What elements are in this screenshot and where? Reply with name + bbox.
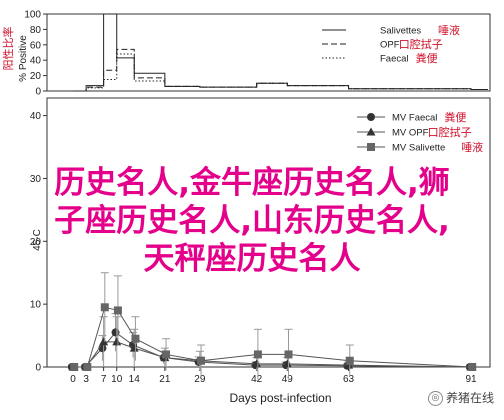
bottom-y-tick-label-4: 40 xyxy=(30,111,42,122)
mv-salivette-point-1 xyxy=(83,363,92,371)
mv-salivette-point-3 xyxy=(113,306,122,315)
x-tick-label-2: 7 xyxy=(101,374,107,385)
x-tick-label-5: 21 xyxy=(159,374,171,385)
bottom-legend-label-0: MV Faecal xyxy=(392,113,437,124)
top-panel-frame xyxy=(46,13,491,92)
bottom-legend-annotation-0: 粪便 xyxy=(444,110,466,124)
watermark-text: 养猪在线 xyxy=(445,391,494,405)
bottom-legend-annotation-1: 口腔拭子 xyxy=(428,125,472,139)
bottom-panel-frame xyxy=(46,97,491,368)
bottom-legend-label-1: MV OPF xyxy=(392,128,429,139)
mv-opf-point-3 xyxy=(112,337,122,346)
x-tick-label-3: 10 xyxy=(111,374,123,385)
mv-salivette-point-0 xyxy=(70,363,79,371)
top-y-axis-label: % Positive xyxy=(18,35,29,82)
top-y-axis-annotation: 阳性比率 xyxy=(1,27,15,71)
x-tick-label-7: 42 xyxy=(251,374,263,385)
mv-salivette-point-7 xyxy=(253,350,262,359)
overlay-text-line-2: 子座历史名人,山东历史名人, xyxy=(54,203,450,239)
overlay-text-line-3: 天秤座历史名人 xyxy=(143,241,361,277)
top-y-tick-label-3: 60 xyxy=(30,40,42,51)
top-legend-annotation-1: 口腔拭子 xyxy=(399,37,443,51)
bottom-y-tick-label-2: 20 xyxy=(30,237,42,248)
x-tick-label-10: 91 xyxy=(465,374,477,385)
mv-opf-point-4 xyxy=(129,343,139,352)
top-series-line-opf xyxy=(73,48,488,92)
top-y-tick-label-2: 40 xyxy=(30,56,42,67)
bottom-y-tick-label-0: 0 xyxy=(35,363,41,374)
mv-salivette-point-10 xyxy=(468,363,477,371)
x-tick-label-1: 3 xyxy=(83,374,89,385)
top-y-tick-label-5: 100 xyxy=(24,10,41,21)
bottom-legend-marker-mv-opf xyxy=(366,127,376,136)
mv-salivette-point-6 xyxy=(197,356,206,365)
wechat-icon: ◎ xyxy=(427,391,443,406)
bottom-y-tick-label-3: 30 xyxy=(30,174,42,185)
mv-opf-point-8 xyxy=(282,359,292,368)
top-legend-label-1: OPF xyxy=(380,40,400,51)
bottom-legend-annotation-2: 唾液 xyxy=(461,140,483,154)
x-tick-label-0: 0 xyxy=(70,374,76,385)
bottom-y-tick-label-1: 10 xyxy=(30,300,42,311)
x-tick-label-8: 49 xyxy=(282,374,294,385)
mv-opf-point-2 xyxy=(99,337,109,346)
x-tick-label-6: 29 xyxy=(194,374,206,385)
top-y-tick-label-1: 20 xyxy=(30,71,42,82)
bottom-legend-marker-mv-faecal xyxy=(367,113,375,121)
mv-salivette-point-2 xyxy=(100,303,109,312)
top-legend-annotation-0: 唾液 xyxy=(438,23,460,37)
watermark: ◎ 养猪在线 xyxy=(427,389,494,406)
bottom-y-axis-label: 45-C xyxy=(32,229,43,251)
mv-salivette-point-8 xyxy=(284,350,293,359)
top-legend-label-0: Salivettes xyxy=(380,26,421,37)
top-legend-annotation-2: 粪便 xyxy=(416,51,438,65)
bottom-legend-marker-mv-salivette xyxy=(367,143,375,151)
x-tick-label-9: 63 xyxy=(343,374,355,385)
top-y-tick-label-4: 80 xyxy=(30,25,42,36)
top-series-line-faecal xyxy=(73,53,488,92)
mv-salivette-point-9 xyxy=(345,356,354,365)
x-axis-label: Days post-infection xyxy=(229,391,331,405)
bottom-legend-label-2: MV Salivette xyxy=(392,143,445,154)
top-legend-label-2: Faecal xyxy=(380,54,409,65)
x-tick-label-4: 14 xyxy=(129,374,141,385)
overlay-text-line-1: 历史名人,金牛座历史名人,狮 xyxy=(54,165,450,201)
mv-salivette-point-4 xyxy=(131,334,140,343)
mv-salivette-point-5 xyxy=(162,350,171,359)
mv-opf-point-7 xyxy=(252,359,262,368)
top-y-tick-label-0: 0 xyxy=(35,87,41,98)
